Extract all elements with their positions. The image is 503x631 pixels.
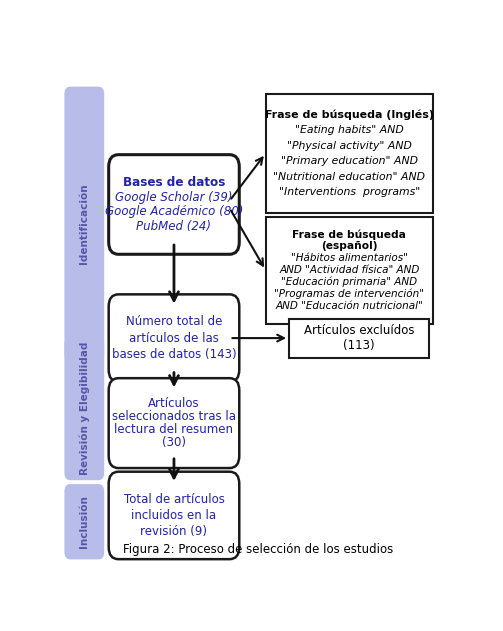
Text: "Educación primaria" AND: "Educación primaria" AND [281,277,417,287]
Text: Google Scholar (39): Google Scholar (39) [115,191,233,204]
Text: Identificación: Identificación [79,184,90,264]
Text: "Eating habits" AND: "Eating habits" AND [295,125,404,135]
Text: Google Académico (80): Google Académico (80) [105,205,243,218]
FancyBboxPatch shape [289,319,429,358]
Text: incluidos en la: incluidos en la [131,509,216,522]
Text: Artículos excluídos: Artículos excluídos [304,324,414,337]
FancyBboxPatch shape [266,216,433,324]
FancyBboxPatch shape [64,337,104,480]
Text: bases de datos (143): bases de datos (143) [112,348,236,361]
FancyBboxPatch shape [109,294,239,382]
FancyBboxPatch shape [266,94,433,213]
Text: Número total de: Número total de [126,315,222,328]
Text: Total de artículos: Total de artículos [124,493,224,505]
Text: seleccionados tras la: seleccionados tras la [112,410,236,423]
Text: (113): (113) [344,339,375,352]
Text: "Nutritional education" AND: "Nutritional education" AND [274,172,426,182]
Text: "Programas de intervención": "Programas de intervención" [275,288,425,299]
Text: lectura del resumen: lectura del resumen [115,423,233,436]
Text: Frase de búsqueda (Inglés): Frase de búsqueda (Inglés) [265,110,434,120]
Text: "Physical activity" AND: "Physical activity" AND [287,141,412,151]
Text: AND "Actividad física" AND: AND "Actividad física" AND [279,265,420,275]
Text: Figura 2: Proceso de selección de los estudios: Figura 2: Proceso de selección de los es… [123,543,393,556]
Text: "Hábitos alimentarios": "Hábitos alimentarios" [291,253,408,263]
Text: Revisión y Elegibilidad: Revisión y Elegibilidad [79,342,90,475]
Text: artículos de las: artículos de las [129,331,219,345]
Text: Bases de datos: Bases de datos [123,176,225,189]
Text: Frase de búsqueda: Frase de búsqueda [292,229,406,240]
Text: "Primary education" AND: "Primary education" AND [281,156,418,166]
Text: Artículos: Artículos [148,398,200,410]
FancyBboxPatch shape [109,378,239,468]
Text: AND "Educación nutricional": AND "Educación nutricional" [276,301,423,311]
FancyBboxPatch shape [109,472,239,559]
Text: Inclusión: Inclusión [79,495,90,548]
Text: (30): (30) [162,436,186,449]
Text: "Interventions  programs": "Interventions programs" [279,187,420,197]
Text: PubMed (24): PubMed (24) [136,220,211,233]
FancyBboxPatch shape [109,155,239,254]
FancyBboxPatch shape [64,86,104,361]
FancyBboxPatch shape [64,484,104,560]
Text: revisión (9): revisión (9) [140,526,207,538]
Text: (español): (español) [321,241,378,251]
